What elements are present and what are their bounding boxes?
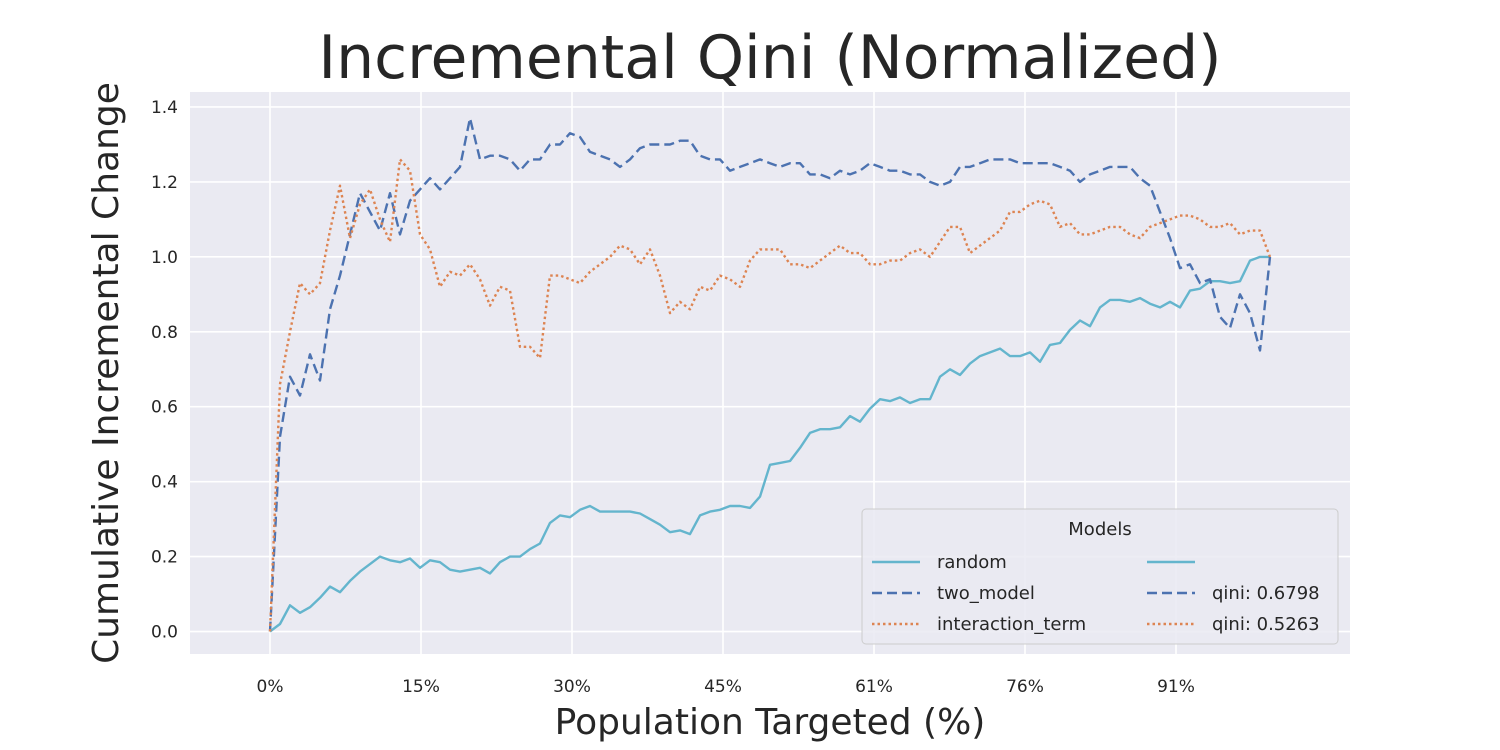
y-tick-label: 0.0 bbox=[151, 623, 178, 643]
x-tick-label: 15% bbox=[402, 677, 440, 697]
y-tick-label: 0.6 bbox=[151, 398, 178, 418]
x-tick-labels: 0% 15% 30% 45% 61% 76% 91% bbox=[257, 677, 1195, 697]
x-tick-label: 61% bbox=[855, 677, 893, 697]
series-line-two-model bbox=[268, 116, 1272, 632]
y-tick-label: 0.4 bbox=[151, 473, 178, 493]
series-line-interaction-term bbox=[268, 158, 1272, 632]
y-tick-label: 0.2 bbox=[151, 548, 178, 568]
x-tick-label: 30% bbox=[553, 677, 591, 697]
legend-title: Models bbox=[1068, 519, 1131, 540]
x-tick-label: 76% bbox=[1006, 677, 1044, 697]
y-tick-label: 1.0 bbox=[151, 248, 178, 268]
series-line-random bbox=[269, 255, 1270, 633]
legend-entry-label: interaction_term bbox=[937, 614, 1086, 635]
legend: Models random two_model interaction_term qi… bbox=[861, 508, 1339, 645]
y-tick-label: 1.4 bbox=[151, 98, 178, 118]
x-tick-label: 91% bbox=[1157, 677, 1195, 697]
x-axis-label: Population Targeted (%) bbox=[555, 702, 986, 743]
legend-entry-label: random bbox=[937, 552, 1007, 573]
chart-title: Incremental Qini (Normalized) bbox=[318, 23, 1221, 93]
legend-entry-label: two_model bbox=[937, 583, 1035, 604]
y-axis-label: Cumulative Incremental Change bbox=[86, 82, 127, 664]
y-tick-label: 1.2 bbox=[151, 173, 178, 193]
legend-entry-label: qini: 0.5263 bbox=[1212, 614, 1320, 635]
legend-box bbox=[861, 508, 1339, 645]
grid-lines bbox=[190, 92, 1350, 654]
x-tick-label: 45% bbox=[704, 677, 742, 697]
y-tick-labels: 0.0 0.2 0.4 0.6 0.8 1.0 1.2 1.4 bbox=[151, 98, 178, 643]
legend-entry-label: qini: 0.6798 bbox=[1212, 583, 1320, 604]
series-lines bbox=[268, 116, 1272, 633]
y-tick-label: 0.8 bbox=[151, 323, 178, 343]
x-tick-label: 0% bbox=[257, 677, 284, 697]
